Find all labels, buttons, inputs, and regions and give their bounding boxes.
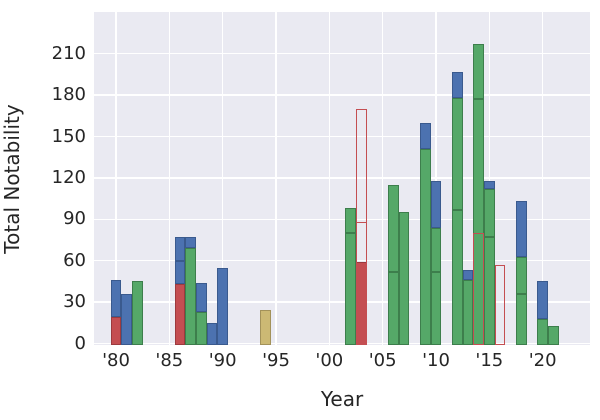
- bar-segment-green: [452, 97, 463, 210]
- bar-segment-blue: [121, 293, 132, 345]
- bar-segment-green: [345, 208, 356, 234]
- x-tick-label: '10: [422, 350, 450, 371]
- bar-segment-green: [548, 325, 559, 345]
- bar-segment-green: [398, 212, 410, 345]
- bar-segment-blue: [206, 322, 218, 345]
- bar-segment-blue: [110, 280, 122, 318]
- v-gridline: [435, 12, 437, 345]
- bar-segment-green: [345, 233, 356, 345]
- h-gridline: [94, 53, 590, 55]
- bar-segment-green: [462, 280, 474, 345]
- v-gridline: [488, 12, 491, 345]
- bar-segment-red: [356, 262, 367, 345]
- h-gridline: [94, 301, 590, 303]
- bar-segment-blue: [452, 71, 463, 98]
- v-gridline: [541, 12, 544, 345]
- bar-segment-blue: [420, 122, 431, 149]
- bar-segment-green: [516, 293, 527, 345]
- y-tick-label: 210: [51, 42, 86, 64]
- x-tick-label: '00: [315, 350, 344, 371]
- bar-segment-green: [473, 99, 484, 345]
- bar-outline-red: [356, 108, 367, 345]
- bar-segment-green: [388, 271, 399, 345]
- y-tick-label: 60: [63, 249, 86, 271]
- bar-segment-green: [388, 184, 399, 272]
- bar-outline-red: [494, 264, 506, 345]
- bar-segment-red: [174, 284, 186, 345]
- y-tick-label: 90: [63, 208, 86, 230]
- bar-segment-blue: [462, 270, 474, 281]
- bar-segment-blue: [537, 281, 548, 319]
- bar-segment-blue: [484, 180, 495, 189]
- v-gridline: [168, 12, 171, 345]
- bar-segment-green: [132, 281, 143, 345]
- h-gridline: [94, 177, 590, 179]
- bar-segment-blue: [174, 260, 186, 285]
- x-tick-label: '90: [208, 350, 237, 371]
- h-gridline: [94, 342, 590, 345]
- bar-segment-blue: [196, 282, 207, 312]
- y-tick-label: 30: [63, 291, 86, 313]
- x-tick-label: '95: [262, 350, 290, 371]
- bar-segment-green: [420, 148, 431, 345]
- bar-segment-green: [484, 188, 495, 238]
- bar-segment-red: [110, 317, 122, 345]
- v-gridline: [328, 12, 331, 345]
- x-axis-title: Year: [320, 387, 364, 411]
- y-tick-label: 180: [51, 84, 86, 106]
- h-gridline: [94, 218, 590, 220]
- bar-segment-blue: [430, 180, 442, 228]
- bar-segment-green: [185, 248, 196, 345]
- h-gridline: [94, 260, 590, 262]
- bar-segment-green: [452, 209, 463, 345]
- bar-segment-green: [430, 271, 442, 345]
- bar-segment-tan: [260, 310, 271, 345]
- h-gridline: [94, 94, 590, 96]
- x-tick-label: '80: [102, 350, 130, 371]
- y-tick-label: 0: [74, 332, 86, 354]
- y-tick-label: 120: [51, 166, 86, 188]
- x-tick-label: '15: [475, 350, 504, 371]
- plot-area: [94, 12, 590, 345]
- x-tick-label: '05: [368, 350, 397, 371]
- v-gridline: [275, 12, 277, 345]
- bar-segment-green: [473, 44, 484, 100]
- bar-segment-blue: [185, 237, 196, 249]
- bar-segment-blue: [217, 267, 228, 345]
- bar-segment-green: [430, 227, 442, 272]
- v-gridline: [221, 12, 224, 345]
- bar-segment-green: [537, 318, 548, 345]
- y-tick-label: 150: [51, 125, 86, 147]
- v-gridline: [381, 12, 384, 345]
- bar-segment-green: [516, 256, 527, 294]
- bar-segment-green: [196, 311, 207, 345]
- bar-segment-blue: [174, 237, 186, 261]
- x-tick-label: '20: [528, 350, 557, 371]
- bar-outline-red: [473, 233, 484, 345]
- x-tick-label: '85: [155, 350, 184, 371]
- bar-outline-divider: [357, 221, 366, 223]
- v-gridline: [115, 12, 117, 345]
- bar-segment-green: [484, 237, 495, 345]
- h-gridline: [94, 135, 590, 138]
- bar-segment-blue: [516, 201, 527, 257]
